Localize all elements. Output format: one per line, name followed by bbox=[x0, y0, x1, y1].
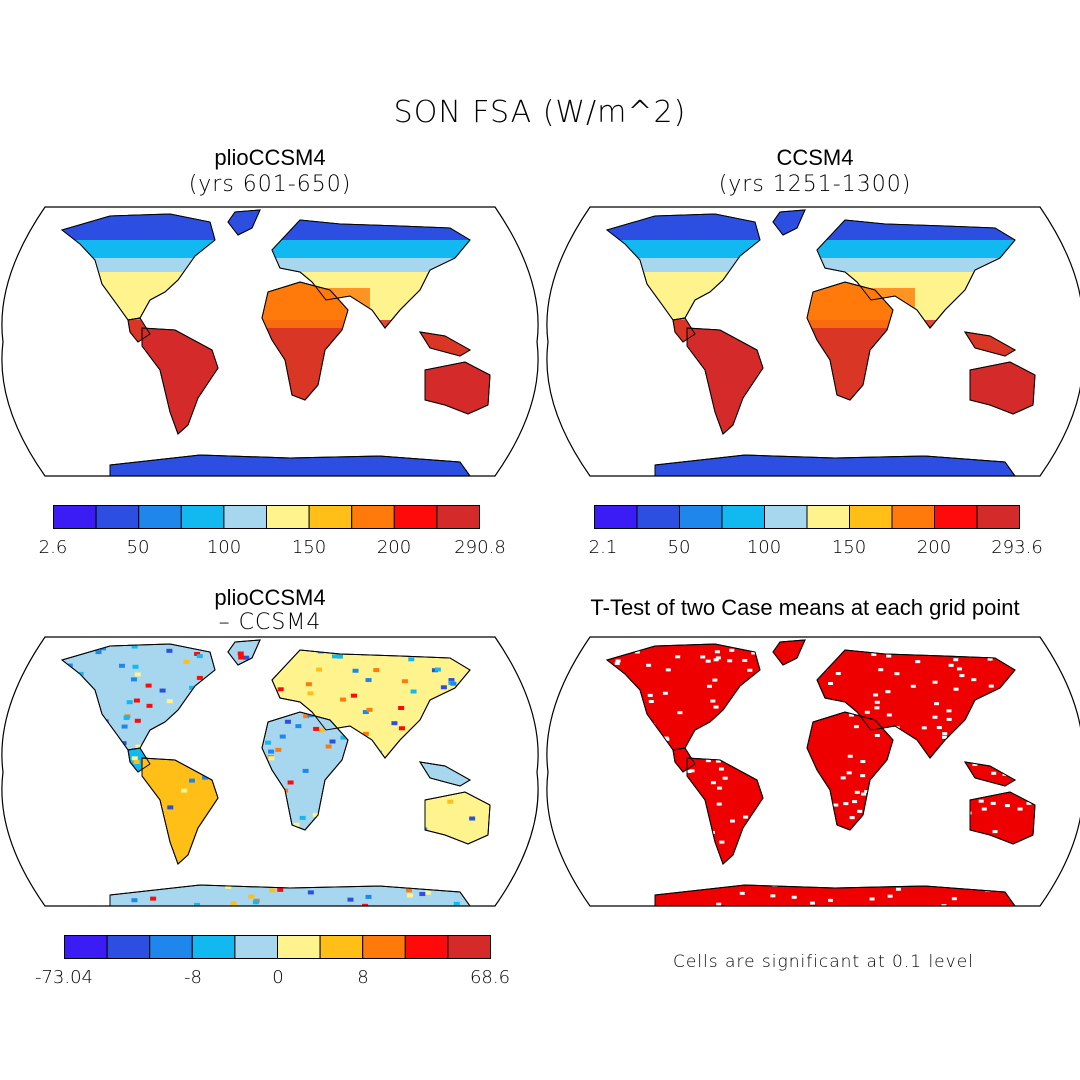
colorbar-label: 150 bbox=[831, 537, 867, 558]
significance-note: Cells are significant at 0.1 level bbox=[673, 952, 974, 972]
colorbar-label: 100 bbox=[746, 537, 782, 558]
colorbar-swatch bbox=[180, 505, 225, 529]
figure-title: SON FSA (W/m^2) bbox=[393, 95, 687, 130]
panel-title-ccsm4: CCSM4 bbox=[776, 145, 854, 170]
colorbar-swatch bbox=[308, 505, 353, 529]
map-frame bbox=[546, 636, 1080, 907]
colorbar-swatch bbox=[636, 505, 680, 529]
colorbar-label: 68.6 bbox=[469, 967, 511, 988]
colorbar-swatch bbox=[266, 505, 310, 529]
colorbar-ccsm4 bbox=[594, 505, 1020, 529]
colorbar-swatch bbox=[393, 505, 438, 529]
map-difference bbox=[1, 636, 539, 907]
panel-title-ttest: T-Test of two Case means at each grid po… bbox=[590, 595, 1020, 620]
colorbar-swatch bbox=[594, 505, 638, 529]
panel-subtitle-pliocene-years: (yrs 601-650) bbox=[188, 172, 352, 197]
map-pliocene bbox=[1, 206, 539, 477]
colorbar-label: 50 bbox=[667, 537, 691, 558]
colorbar-swatch bbox=[976, 505, 1020, 529]
colorbar-swatch bbox=[191, 935, 236, 959]
colorbar-label: 50 bbox=[126, 537, 150, 558]
colorbar-label: 2.6 bbox=[38, 537, 68, 558]
colorbar-swatch bbox=[721, 505, 765, 529]
map-frame bbox=[546, 206, 1080, 477]
colorbar-swatch bbox=[234, 935, 278, 959]
colorbar-label: 2.1 bbox=[588, 537, 618, 558]
colorbar-swatch bbox=[53, 505, 97, 529]
colorbar-label: 150 bbox=[291, 537, 327, 558]
colorbar-pliocene bbox=[53, 505, 480, 529]
map-frame bbox=[1, 636, 539, 907]
colorbar-swatch bbox=[64, 935, 108, 959]
panel-title-difference: plioCCSM4 bbox=[214, 585, 326, 610]
landmass-greenland bbox=[227, 639, 261, 666]
landmass-africa bbox=[806, 711, 894, 831]
colorbar-swatch bbox=[679, 505, 723, 529]
colorbar-label: -8 bbox=[184, 967, 202, 988]
colorbar-swatch bbox=[436, 505, 480, 529]
colorbar-swatch bbox=[223, 505, 267, 529]
landmass-southamerica bbox=[686, 757, 764, 865]
colorbar-swatch bbox=[95, 505, 140, 529]
colorbar-swatch bbox=[351, 505, 395, 529]
colorbar-swatch bbox=[806, 505, 850, 529]
colorbar-swatch bbox=[447, 935, 491, 959]
colorbar-swatch bbox=[891, 505, 935, 529]
colorbar-label: 200 bbox=[916, 537, 952, 558]
landmass-greenland bbox=[772, 639, 806, 666]
colorbar-swatch bbox=[404, 935, 449, 959]
colorbar-swatch bbox=[149, 935, 193, 959]
landmass-northamerica bbox=[605, 643, 761, 751]
colorbar-swatch bbox=[277, 935, 321, 959]
landmass-northamerica bbox=[60, 643, 216, 751]
colorbar-label: 200 bbox=[376, 537, 412, 558]
colorbar-label: 0 bbox=[272, 967, 284, 988]
panel-subtitle-ccsm4-years: (yrs 1251-1300) bbox=[718, 172, 912, 197]
landmass-southamerica bbox=[141, 757, 219, 865]
colorbar-swatch bbox=[106, 935, 151, 959]
colorbar-label: 100 bbox=[206, 537, 242, 558]
colorbar-swatch bbox=[764, 505, 808, 529]
colorbar-label: 8 bbox=[357, 967, 369, 988]
map-ccsm4 bbox=[546, 206, 1080, 477]
colorbar-swatch bbox=[934, 505, 978, 529]
map-frame bbox=[1, 206, 539, 477]
colorbar-swatch bbox=[319, 935, 364, 959]
colorbar-label: -73.04 bbox=[34, 967, 94, 988]
colorbar-swatch bbox=[362, 935, 406, 959]
colorbar-swatch bbox=[138, 505, 182, 529]
panel-title-pliocene: plioCCSM4 bbox=[214, 145, 326, 170]
colorbar-swatch bbox=[849, 505, 893, 529]
colorbar-difference bbox=[64, 935, 491, 959]
panel-subtitle-difference: – CCSM4 bbox=[218, 610, 322, 635]
colorbar-label: 290.8 bbox=[454, 537, 506, 558]
map-ttest-significance bbox=[546, 636, 1080, 907]
colorbar-label: 293.6 bbox=[991, 537, 1043, 558]
